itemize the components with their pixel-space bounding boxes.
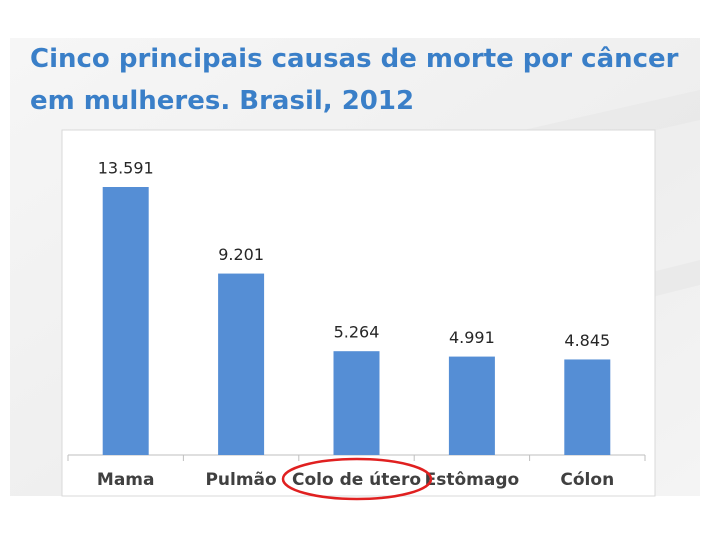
data-label: 9.201 (218, 245, 264, 264)
x-tick-label: Estômago (425, 470, 520, 490)
x-tick-label: Colo de útero (292, 470, 421, 490)
chart-title: Cinco principais causas de morte por cân… (30, 44, 679, 116)
data-label: 13.591 (98, 159, 154, 178)
bar (218, 273, 265, 455)
highlight-ellipse (281, 457, 433, 501)
x-tick-label: Pulmão (205, 470, 276, 490)
bar (102, 187, 149, 455)
bar (333, 351, 380, 455)
x-tick-label: Cólon (560, 470, 614, 490)
bar (564, 359, 611, 455)
x-tick-label: Mama (97, 470, 155, 490)
bar (448, 356, 495, 455)
data-label: 5.264 (334, 323, 380, 342)
data-label: 4.845 (564, 331, 610, 350)
data-label: 4.991 (449, 328, 495, 347)
